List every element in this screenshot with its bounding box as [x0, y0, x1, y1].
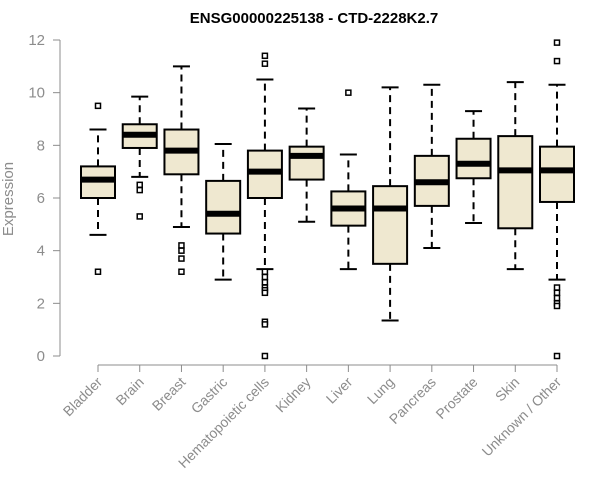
outlier-point — [178, 255, 185, 262]
outlier-point — [261, 289, 269, 297]
iqr-box — [372, 185, 409, 265]
outlier-point — [261, 52, 269, 60]
category-label-9: Prostate — [432, 374, 480, 422]
outlier-point — [178, 268, 185, 275]
y-tick-label-12: 12 — [28, 32, 45, 49]
y-tick-label-2: 2 — [37, 295, 45, 312]
iqr-box — [497, 135, 534, 230]
box-2 — [163, 65, 200, 275]
y-tick-label-6: 6 — [37, 190, 45, 207]
outlier-point — [261, 268, 269, 275]
outlier-point — [553, 284, 561, 291]
box-5 — [288, 107, 325, 223]
y-axis: 0 2 4 6 8 10 12 — [28, 32, 61, 365]
box-0 — [80, 102, 116, 275]
outlier-point — [553, 294, 561, 302]
outlier-point — [136, 186, 143, 194]
chart-title: ENSG00000225138 - CTD-2228K2.7 — [190, 10, 438, 27]
box-6 — [330, 89, 367, 271]
outlier-point — [261, 60, 269, 67]
y-tick-label-0: 0 — [37, 348, 45, 365]
box-1 — [121, 95, 158, 220]
outlier-point — [136, 213, 143, 220]
x-axis — [97, 364, 558, 372]
outlier-point — [553, 57, 561, 65]
category-label-1: Brain — [112, 374, 146, 408]
iqr-box — [539, 145, 575, 203]
outlier-point — [261, 273, 269, 281]
category-label-7: Lung — [364, 374, 397, 407]
outlier-point — [553, 302, 561, 310]
outlier-point — [261, 321, 269, 328]
box-9 — [455, 110, 492, 225]
box-8 — [413, 83, 450, 250]
outlier-point — [178, 247, 185, 254]
outlier-point — [136, 181, 143, 189]
y-tick-label-8: 8 — [37, 137, 45, 154]
boxes-group — [80, 39, 575, 360]
iqr-box — [455, 137, 492, 180]
category-label-0: Bladder — [60, 374, 106, 420]
box-10 — [497, 81, 534, 271]
category-label-10: Skin — [492, 374, 523, 405]
box-11 — [539, 39, 575, 360]
outlier-point — [553, 39, 561, 46]
category-label-5: Kidney — [272, 374, 314, 416]
iqr-box — [205, 179, 242, 235]
box-3 — [205, 143, 242, 281]
y-axis-title: Expression — [0, 162, 17, 236]
category-label-2: Breast — [149, 374, 189, 414]
outlier-point — [553, 352, 561, 360]
outlier-point — [345, 89, 352, 96]
box-7 — [372, 86, 409, 322]
iqr-box — [288, 145, 325, 181]
category-label-11: Unknown / Other — [479, 374, 565, 460]
outlier-point — [261, 279, 269, 286]
outlier-point — [261, 352, 269, 360]
outlier-point — [178, 242, 185, 249]
box-4 — [246, 52, 283, 360]
outlier-point — [94, 268, 102, 275]
y-tick-label-10: 10 — [28, 85, 45, 102]
outlier-point — [94, 102, 102, 110]
category-label-6: Liver — [323, 374, 356, 407]
y-tick-label-4: 4 — [37, 243, 45, 260]
outlier-point — [553, 289, 561, 297]
